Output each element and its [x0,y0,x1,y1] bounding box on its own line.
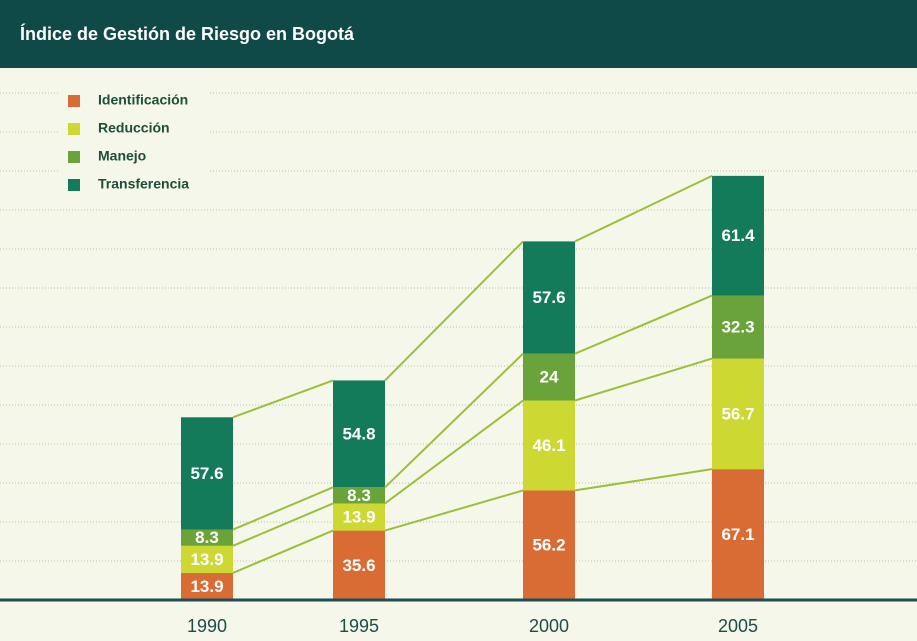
connector [574,468,713,492]
connector [574,174,713,243]
value-label: 54.8 [342,424,375,443]
value-label: 13.9 [190,577,223,596]
legend-background [60,88,210,198]
value-label: 32.3 [721,318,754,337]
connector [232,379,334,419]
connector [574,357,713,402]
bar-segment [712,295,764,359]
legend-label: Reducción [98,120,170,136]
connector [232,486,334,531]
value-label: 46.1 [532,436,565,455]
bar-segment [181,545,233,573]
chart-title: Índice de Gestión de Riesgo en Bogotá [20,23,355,44]
x-tick-label: 1995 [339,616,379,636]
legend-label: Manejo [98,148,146,164]
value-label: 56.2 [532,536,565,555]
bar-segment [712,175,764,296]
bar-segment [181,417,233,530]
connector [384,489,524,532]
legend-swatch [68,123,80,135]
bar-segment [712,469,764,600]
connector [232,529,334,574]
bar-segment [333,503,385,531]
value-label: 13.9 [190,550,223,569]
bar-segment [333,380,385,488]
legend-label: Transferencia [98,176,189,192]
bar-segment [712,358,764,470]
connector [384,240,524,382]
x-tick-label: 2005 [718,616,758,636]
value-label: 57.6 [190,464,223,483]
bar-segment [181,529,233,546]
bar-segment [333,530,385,600]
connector [384,352,524,489]
connector [232,502,334,547]
x-tick-label: 2000 [529,616,569,636]
connector [574,294,713,355]
bar-segment [523,400,575,491]
value-label: 57.6 [532,288,565,307]
value-label: 24 [540,368,559,387]
value-label: 35.6 [342,556,375,575]
bar-segment [181,572,233,600]
value-label: 13.9 [342,508,375,527]
bar-segment [523,490,575,600]
bar-segment [523,241,575,354]
bar-segment [523,353,575,401]
bar-segment [333,487,385,504]
legend-label: Identificación [98,92,188,108]
value-label: 8.3 [195,528,219,547]
value-label: 8.3 [347,486,371,505]
legend-swatch [68,151,80,163]
value-label: 61.4 [721,226,755,245]
value-label: 56.7 [721,404,754,423]
x-tick-label: 1990 [187,616,227,636]
connector [384,399,524,505]
legend-swatch [68,179,80,191]
header [0,0,917,68]
legend-swatch [68,95,80,107]
value-label: 67.1 [721,525,754,544]
